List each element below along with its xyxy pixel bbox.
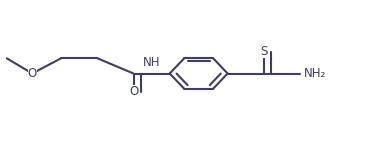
Text: S: S [260,45,267,58]
Text: O: O [129,85,138,98]
Text: NH: NH [143,56,160,69]
Text: NH₂: NH₂ [304,67,327,80]
Text: O: O [28,67,37,80]
